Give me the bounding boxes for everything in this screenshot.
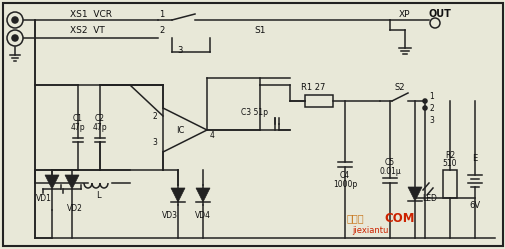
Bar: [305, 95, 332, 107]
Text: IC: IC: [175, 125, 184, 134]
Text: 1: 1: [159, 9, 164, 18]
Text: XP: XP: [397, 9, 409, 18]
Text: COM: COM: [384, 211, 415, 225]
Text: 3: 3: [177, 46, 182, 55]
Text: 1: 1: [429, 91, 433, 101]
Text: C3 51p: C3 51p: [241, 108, 268, 117]
Text: 6V: 6V: [469, 200, 480, 209]
Text: VD2: VD2: [67, 203, 83, 212]
Circle shape: [12, 35, 18, 41]
Polygon shape: [65, 175, 79, 189]
Text: L: L: [95, 190, 100, 199]
Text: 510: 510: [442, 159, 457, 168]
Text: 0.01μ: 0.01μ: [378, 167, 400, 176]
Text: OUT: OUT: [428, 9, 450, 19]
Polygon shape: [195, 188, 210, 202]
Circle shape: [429, 18, 439, 28]
Text: 3: 3: [153, 137, 157, 146]
Text: 1000p: 1000p: [332, 180, 357, 188]
Text: 4: 4: [209, 130, 214, 139]
Text: 3: 3: [429, 116, 434, 124]
Circle shape: [7, 30, 23, 46]
Text: VD4: VD4: [194, 210, 211, 220]
Text: LED: LED: [422, 193, 437, 202]
Text: 47p: 47p: [71, 123, 85, 131]
Polygon shape: [171, 188, 185, 202]
Text: S2: S2: [394, 82, 405, 91]
Text: C1: C1: [73, 114, 83, 123]
Text: 2: 2: [159, 25, 164, 35]
Polygon shape: [45, 175, 59, 189]
Text: C4: C4: [339, 171, 349, 180]
Circle shape: [422, 99, 426, 103]
Text: R1 27: R1 27: [300, 82, 325, 91]
Polygon shape: [407, 187, 421, 201]
Text: R2: R2: [444, 150, 454, 160]
Text: XS2  VT: XS2 VT: [70, 25, 105, 35]
Text: VD1: VD1: [36, 193, 52, 202]
Text: E: E: [472, 153, 477, 163]
Bar: [442, 170, 456, 198]
Circle shape: [7, 12, 23, 28]
Text: XS1  VCR: XS1 VCR: [70, 9, 112, 18]
Circle shape: [422, 106, 426, 110]
Text: 47p: 47p: [92, 123, 107, 131]
Text: 接线图: 接线图: [345, 213, 363, 223]
Text: C2: C2: [95, 114, 105, 123]
Text: 2: 2: [429, 104, 433, 113]
Text: VD3: VD3: [162, 210, 178, 220]
Circle shape: [12, 17, 18, 23]
Text: jiexiantu: jiexiantu: [351, 226, 387, 235]
Text: 2: 2: [153, 112, 157, 121]
Text: S1: S1: [254, 25, 265, 35]
Text: C5: C5: [384, 158, 394, 167]
